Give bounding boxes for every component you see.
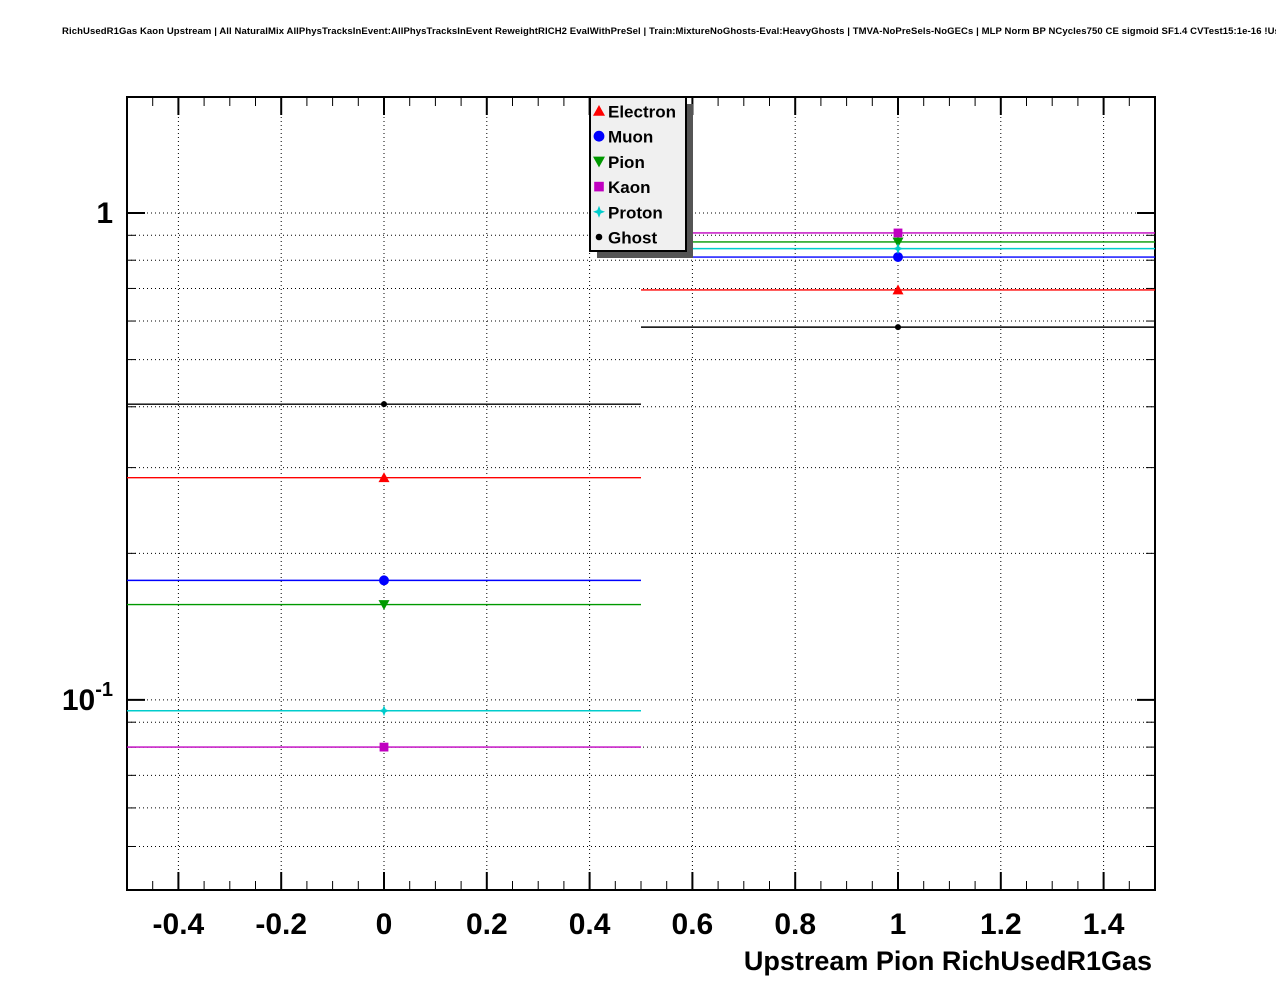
series-marker-kaon [893,228,903,238]
legend-box [589,96,687,252]
legend-marker-muon [593,130,605,142]
series-marker-proton [378,705,390,717]
series-marker-ghost [894,324,902,331]
x-tick-label: 1.4 [1083,908,1125,941]
y-tick-label: 10-1 [62,679,113,717]
legend-marker-ghost [595,233,603,241]
legend-marker-kaon [594,181,604,192]
series-marker-proton [892,243,904,255]
series-marker-kaon [379,742,389,752]
series-marker-pion [378,600,390,611]
x-tick-label: -0.2 [255,908,307,941]
x-tick-label: 0.2 [466,908,508,941]
legend-label-ghost: Ghost [608,229,657,248]
legend-marker-proton [593,205,605,218]
series-marker-muon [379,575,389,586]
series-marker-pion [892,237,904,248]
series-marker-ghost [380,401,388,408]
series-marker-electron [378,472,390,483]
legend-label-kaon: Kaon [608,178,651,197]
legend-label-muon: Muon [608,128,653,147]
series-marker-muon [893,252,903,263]
legend-label-proton: Proton [608,203,663,222]
x-tick-label: 0.4 [569,908,611,941]
canvas-title: RichUsedR1Gas Kaon Upstream | All Natura… [62,26,1276,37]
x-tick-label: 0.8 [774,908,816,941]
x-tick-label: 0 [376,908,393,941]
legend-marker-pion [593,156,605,168]
series-marker-electron [892,284,904,295]
legend-marker-electron [593,105,605,116]
x-tick-label: -0.4 [153,908,205,941]
x-tick-label: 1 [890,908,907,941]
x-tick-label: 1.2 [980,908,1022,941]
x-tick-label: 0.6 [672,908,714,941]
legend-label-electron: Electron [608,103,676,122]
x-axis-title: Upstream Pion RichUsedR1Gas [744,946,1152,976]
y-tick-label: 1 [96,197,113,230]
legend-label-pion: Pion [608,153,645,172]
